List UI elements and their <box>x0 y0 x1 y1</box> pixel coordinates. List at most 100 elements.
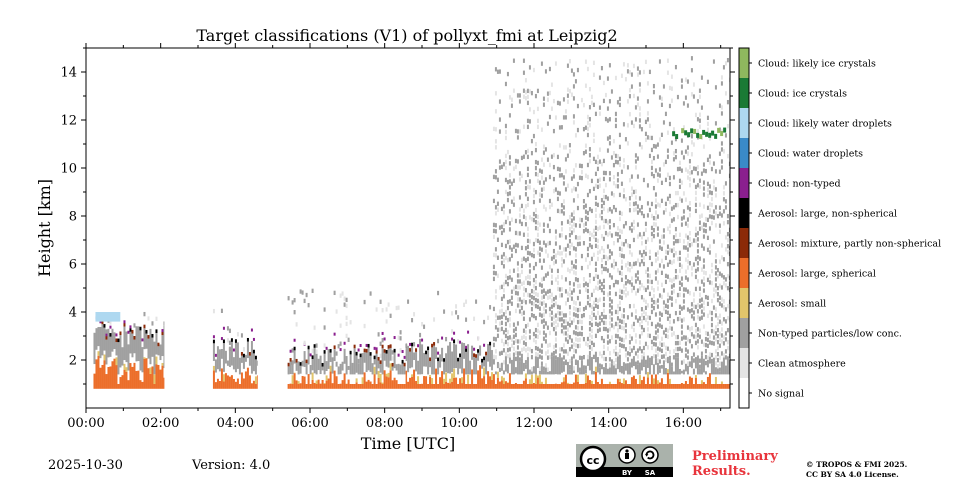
noise-cell <box>616 328 619 333</box>
noise-cell <box>630 72 633 77</box>
noise-cell <box>612 258 615 264</box>
noise-cell <box>554 313 557 318</box>
cloud-non-typed-cell <box>127 330 130 334</box>
noise-cell <box>291 300 294 305</box>
noise-cell <box>680 360 683 365</box>
noise-cell <box>662 306 665 311</box>
noise-cell <box>684 95 687 100</box>
noise-cell <box>548 240 551 246</box>
noise-cell <box>676 352 679 358</box>
noise-cell <box>632 321 635 327</box>
cloud-non-typed-cell <box>232 348 235 352</box>
noise-cell <box>566 219 569 224</box>
noise-cell <box>301 290 304 295</box>
noise-cell <box>532 193 535 199</box>
noise-cell <box>694 274 697 280</box>
noise-cell <box>151 321 154 326</box>
noise-cell <box>578 337 581 342</box>
noise-cell <box>694 202 697 208</box>
noise-cell <box>640 331 643 336</box>
noise-cell <box>648 153 651 159</box>
noise-cell <box>646 315 649 320</box>
noise-cell <box>588 303 591 308</box>
noise-cell <box>548 342 551 348</box>
noise-cell <box>496 177 499 182</box>
cloud-non-typed-cell <box>293 338 296 342</box>
noise-cell <box>510 343 513 348</box>
aerosol-large-spherical-cell <box>347 379 350 389</box>
aerosol-small-cell <box>524 373 527 379</box>
noise-cell <box>566 291 569 296</box>
noise-cell <box>419 332 422 338</box>
aerosol-large-spherical-cell <box>393 377 396 389</box>
noise-cell <box>714 211 717 216</box>
non-typed-cell <box>331 357 334 374</box>
noise-cell <box>620 337 623 342</box>
noise-cell <box>516 321 519 326</box>
noise-cell <box>500 206 503 212</box>
aerosol-small-cell <box>325 375 328 381</box>
noise-cell <box>588 237 591 242</box>
noise-cell <box>560 251 563 256</box>
noise-cell <box>544 249 547 254</box>
noise-cell <box>686 259 689 264</box>
cc-text: cc <box>586 454 599 467</box>
noise-cell <box>650 237 653 243</box>
aerosol-large-spherical-cell <box>254 384 257 389</box>
noise-cell <box>694 208 697 214</box>
noise-cell <box>690 272 693 277</box>
non-typed-cell <box>465 351 468 375</box>
noise-cell <box>457 339 460 344</box>
noise-cell <box>588 243 591 248</box>
noise-cell <box>568 215 571 220</box>
non-typed-cell <box>481 362 484 369</box>
noise-cell <box>724 247 727 252</box>
noise-cell <box>602 218 605 224</box>
noise-cell <box>522 334 525 339</box>
noise-cell <box>648 291 651 297</box>
noise-cell <box>520 311 523 317</box>
noise-cell <box>534 171 537 177</box>
noise-cell <box>724 355 727 360</box>
noise-cell <box>534 93 537 99</box>
noise-cell <box>654 144 657 149</box>
noise-cell <box>524 330 527 335</box>
noise-cell <box>648 333 651 339</box>
noise-cell <box>592 300 595 306</box>
noise-cell <box>652 233 655 239</box>
noise-cell <box>726 237 729 243</box>
noise-cell <box>670 218 673 223</box>
x-tick-label-2: 04:00 <box>217 416 254 431</box>
noise-cell <box>556 250 559 256</box>
non-typed-cell <box>644 364 647 375</box>
aerosol-large-spherical-cell <box>530 384 533 389</box>
noise-cell <box>568 251 571 256</box>
noise-cell <box>706 181 709 187</box>
non-typed-cell <box>441 347 444 362</box>
aerosol-large-spherical-cell <box>309 384 312 389</box>
noise-cell <box>694 226 697 232</box>
noise-cell <box>604 314 607 320</box>
noise-cell <box>618 342 621 348</box>
noise-cell <box>726 99 729 105</box>
noise-cell <box>660 270 663 275</box>
noise-cell <box>544 177 547 182</box>
aerosol-large-spherical-cell <box>325 380 328 389</box>
noise-cell <box>604 218 607 224</box>
noise-cell <box>692 358 695 363</box>
noise-cell <box>596 178 599 184</box>
aerosol-mixture-cell <box>248 352 251 356</box>
non-typed-cell <box>256 360 258 366</box>
noise-cell <box>572 228 575 233</box>
noise-cell <box>728 209 730 215</box>
noise-cell <box>600 317 603 323</box>
noise-cell <box>500 284 503 290</box>
noise-cell <box>626 351 629 356</box>
noise-cell <box>508 245 511 250</box>
noise-cell <box>710 298 713 304</box>
noise-cell <box>706 127 709 133</box>
aerosol-mixture-cell <box>289 358 292 362</box>
aerosol-large-spherical-cell <box>365 381 368 389</box>
noise-cell <box>594 237 597 243</box>
noise-cell <box>684 245 687 250</box>
